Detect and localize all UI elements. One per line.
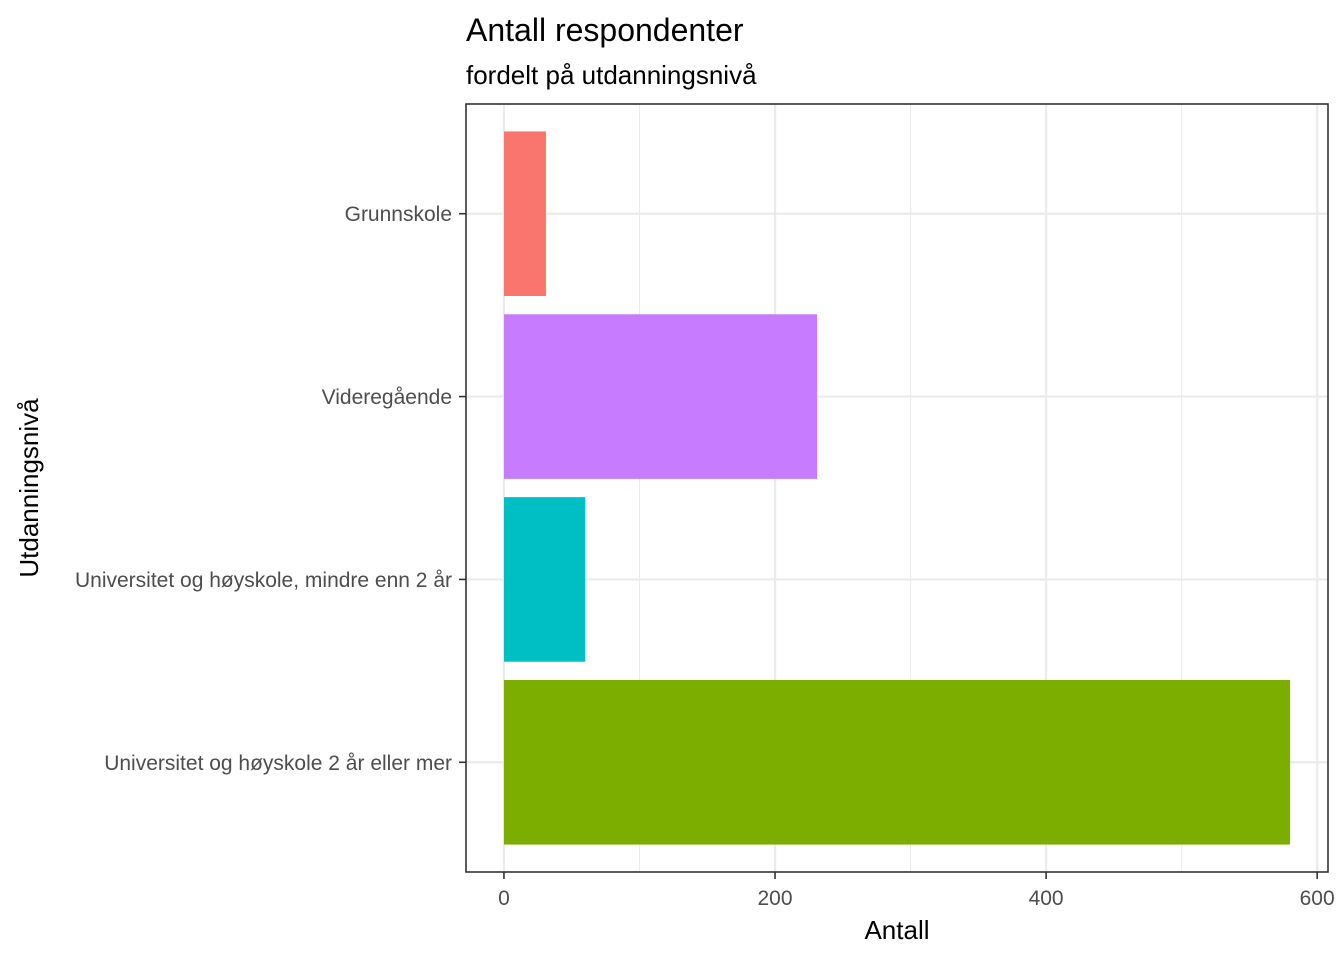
y-tick-label: Videregående bbox=[322, 386, 452, 409]
plot-panel bbox=[465, 103, 1329, 873]
y-axis: Grunnskole Videregående Universitet og høy… bbox=[75, 203, 466, 775]
bar bbox=[503, 680, 1291, 845]
bar bbox=[503, 314, 818, 479]
y-tick-label: Universitet og høyskole 2 år eller mer bbox=[104, 752, 452, 775]
y-axis-title: Utdanningsnivå bbox=[14, 398, 44, 578]
x-tick-label: 400 bbox=[1029, 887, 1064, 910]
chart-title: Antall respondenter bbox=[466, 12, 744, 48]
x-axis: 0 200 400 600 bbox=[498, 872, 1335, 910]
bars bbox=[503, 131, 1291, 845]
y-tick-label: Universitet og høyskole, mindre enn 2 år bbox=[75, 569, 452, 592]
x-tick-label: 600 bbox=[1300, 887, 1335, 910]
bar bbox=[503, 131, 546, 296]
x-axis-title: Antall bbox=[864, 915, 929, 945]
bar bbox=[503, 497, 586, 662]
chart-subtitle: fordelt på utdanningsnivå bbox=[466, 60, 757, 90]
x-tick-label: 200 bbox=[757, 887, 792, 910]
x-tick-label: 0 bbox=[498, 887, 510, 910]
y-tick-label: Grunnskole bbox=[345, 203, 452, 226]
